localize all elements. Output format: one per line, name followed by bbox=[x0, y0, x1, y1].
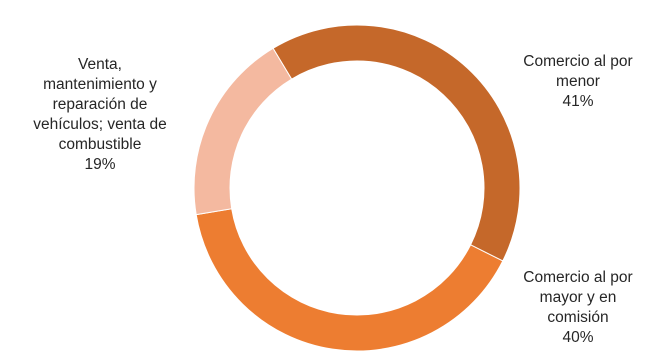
slice-label: Venta, mantenimiento y reparación de vehícu… bbox=[33, 56, 167, 173]
donut-slice bbox=[272, 24, 521, 262]
slice-label-line: Comercio al por bbox=[523, 269, 632, 286]
slice-label-line: mayor y en bbox=[540, 289, 617, 306]
slice-label-line: reparación de bbox=[53, 96, 148, 113]
slice-value-label: 41% bbox=[562, 93, 593, 110]
slice-label-line: vehículos; venta de bbox=[33, 116, 167, 133]
slice-label-line: mantenimiento y bbox=[43, 76, 157, 93]
slice-label-line: Comercio al por bbox=[523, 53, 632, 70]
slice-label-line: Venta, bbox=[78, 56, 122, 73]
slice-label-line: combustible bbox=[59, 136, 142, 153]
donut-slice bbox=[193, 47, 293, 216]
slice-labels: Comercio al por menor 41% Comercio al por ma… bbox=[33, 53, 632, 346]
donut-slice bbox=[195, 208, 504, 352]
slice-label: Comercio al por mayor y en comisión 40% bbox=[523, 269, 632, 346]
slice-label-line: comisión bbox=[547, 309, 608, 326]
slice-label: Comercio al por menor 41% bbox=[523, 53, 632, 110]
slice-value-label: 40% bbox=[562, 329, 593, 346]
slice-value-label: 19% bbox=[84, 156, 115, 173]
donut-slices bbox=[193, 24, 521, 352]
slice-label-line: menor bbox=[556, 73, 600, 90]
